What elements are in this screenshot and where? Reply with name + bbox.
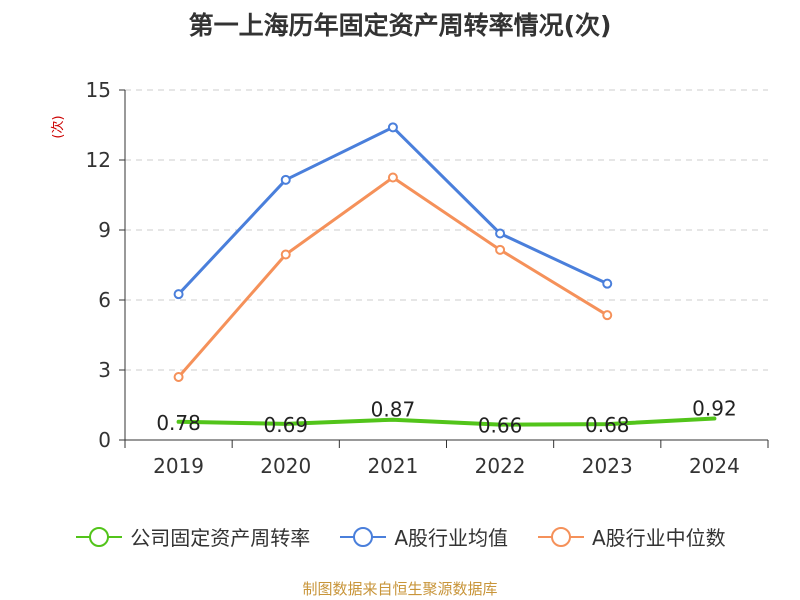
data-point bbox=[602, 278, 613, 289]
legend-item[interactable]: A股行业均值 bbox=[338, 522, 508, 551]
data-label: 0.92 bbox=[692, 397, 737, 421]
data-point bbox=[495, 228, 506, 239]
grid-lines bbox=[125, 89, 768, 371]
axes: 0 3 6 9 12 15 2019 2020 2021 2022 2023 2024 (次) bbox=[50, 78, 769, 478]
data-point bbox=[280, 174, 291, 185]
series-line bbox=[177, 176, 609, 379]
y-tick-label: 15 bbox=[86, 78, 111, 102]
x-tick-label: 2020 bbox=[260, 454, 311, 478]
y-tick-label: 3 bbox=[98, 358, 111, 382]
legend-item[interactable]: A股行业中位数 bbox=[536, 522, 726, 551]
data-label: 0.78 bbox=[156, 411, 201, 435]
legend-label: A股行业中位数 bbox=[592, 526, 726, 550]
data-point bbox=[173, 372, 184, 382]
data-point bbox=[495, 244, 506, 255]
series-line bbox=[176, 416, 717, 427]
legend-item[interactable]: 公司固定资产周转率 bbox=[74, 522, 310, 551]
data-label: 0.87 bbox=[371, 398, 416, 422]
legend-label: A股行业均值 bbox=[394, 526, 508, 550]
x-tick-label: 2023 bbox=[582, 454, 633, 478]
data-point bbox=[280, 249, 291, 260]
y-tick-label: 6 bbox=[98, 288, 111, 312]
data-point bbox=[602, 310, 613, 321]
data-labels: 0.78 0.69 0.87 0.66 0.68 0.92 bbox=[156, 397, 736, 438]
legend-line-icon bbox=[340, 526, 387, 547]
data-label: 0.66 bbox=[478, 414, 523, 438]
data-point bbox=[387, 172, 398, 183]
y-tick-label: 0 bbox=[98, 428, 111, 452]
data-point bbox=[173, 289, 184, 300]
legend-line-icon bbox=[538, 526, 584, 547]
source-note: 制图数据来自恒生聚源数据库 bbox=[302, 580, 498, 598]
legend-line-icon bbox=[76, 526, 123, 547]
x-tick-label: 2019 bbox=[153, 454, 204, 478]
data-point bbox=[387, 122, 398, 133]
y-tick-label: 12 bbox=[86, 148, 111, 172]
chart-title: 第一上海历年固定资产周转率情况(次) bbox=[188, 11, 612, 40]
x-tick-label: 2024 bbox=[689, 454, 740, 478]
y-axis-unit-label: (次) bbox=[50, 115, 66, 138]
x-tick-label: 2021 bbox=[367, 454, 418, 478]
series-line bbox=[177, 125, 609, 296]
series-lines bbox=[173, 122, 717, 427]
data-label: 0.68 bbox=[585, 413, 630, 437]
legend-label: 公司固定资产周转率 bbox=[130, 526, 311, 550]
x-tick-label: 2022 bbox=[475, 454, 526, 478]
y-tick-label: 9 bbox=[98, 218, 111, 242]
data-label: 0.69 bbox=[263, 413, 308, 437]
legend: 公司固定资产周转率 A股行业均值 A股行业中位数 bbox=[0, 522, 800, 551]
